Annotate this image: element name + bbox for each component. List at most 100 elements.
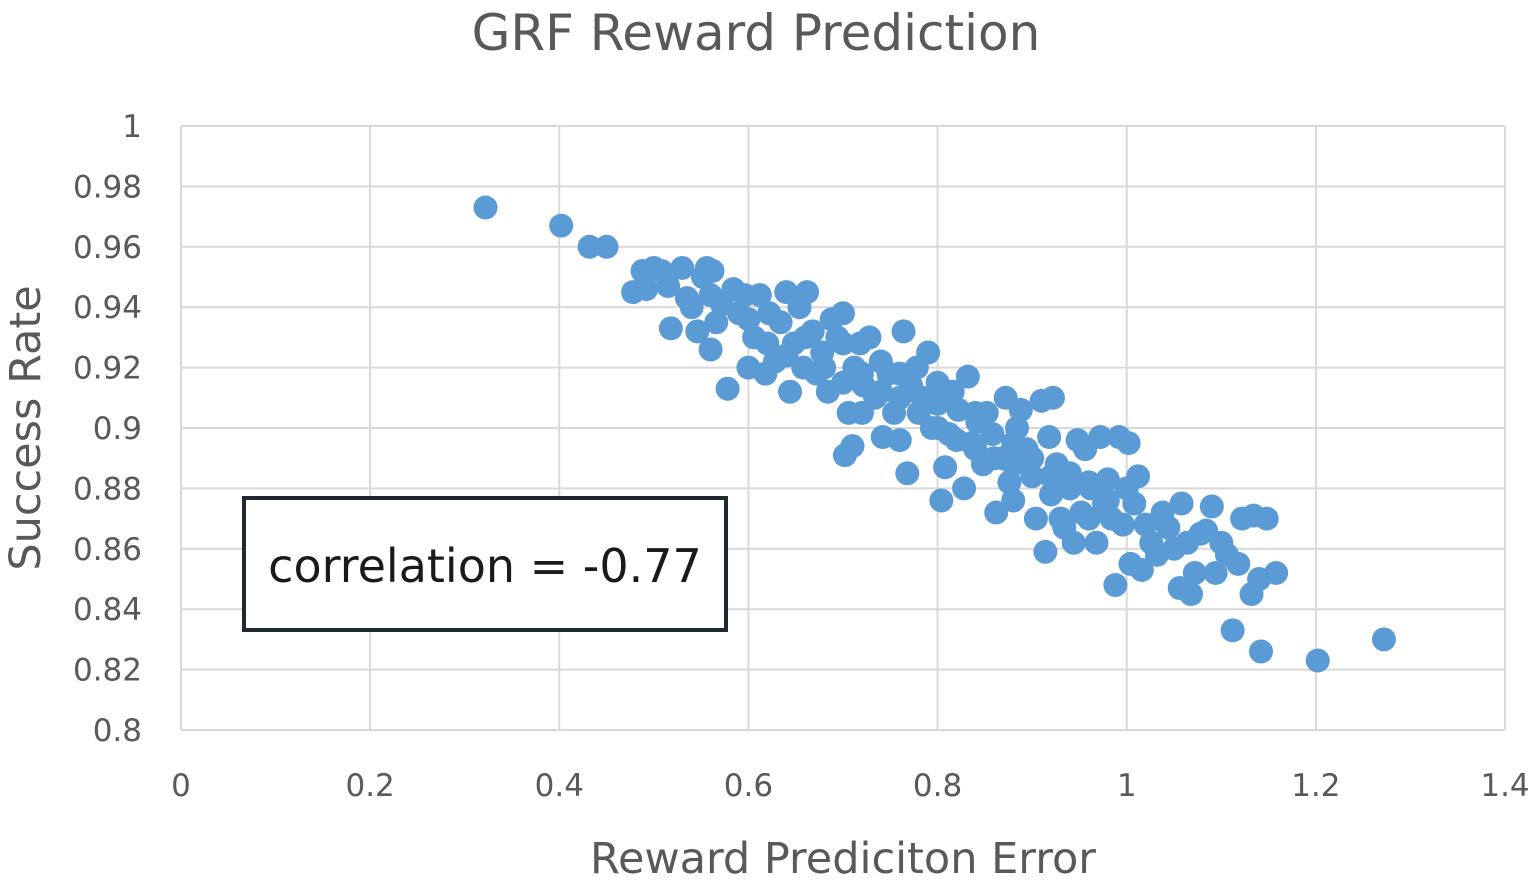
- data-point: [849, 400, 874, 425]
- data-point: [704, 310, 729, 335]
- data-point: [1095, 467, 1120, 492]
- data-point: [1226, 551, 1251, 576]
- x-axis-ticks: 0 0.2 0.4 0.6 0.8 1 1.2 1.4: [171, 768, 1530, 804]
- y-axis-ticks: 0.8 0.82 0.84 0.86 0.88 0.9 0.92 0.94 0.96 0.98 1: [73, 109, 142, 749]
- y-tick-label: 0.92: [73, 351, 142, 387]
- y-tick-label: 0.86: [73, 532, 142, 568]
- data-point: [955, 364, 980, 389]
- data-point: [857, 325, 882, 350]
- data-point: [634, 277, 659, 302]
- data-point: [594, 234, 619, 259]
- data-point: [778, 379, 803, 404]
- data-point: [1076, 506, 1101, 531]
- data-point: [1084, 530, 1109, 555]
- data-point: [1001, 452, 1026, 477]
- data-point: [1061, 530, 1086, 555]
- data-point: [658, 316, 683, 341]
- data-point: [887, 385, 912, 410]
- y-tick-label: 0.94: [73, 290, 142, 326]
- data-point: [1040, 385, 1065, 410]
- data-point: [747, 283, 772, 308]
- x-tick-label: 0: [171, 768, 191, 804]
- data-point: [984, 500, 1009, 525]
- data-point: [473, 195, 498, 220]
- x-tick-label: 0.8: [913, 768, 962, 804]
- data-point: [1203, 560, 1228, 585]
- data-point: [840, 434, 865, 459]
- data-point: [963, 437, 988, 462]
- data-point: [685, 319, 710, 344]
- data-point: [868, 379, 893, 404]
- data-point: [1264, 560, 1289, 585]
- data-point: [1103, 573, 1128, 598]
- data-point: [849, 361, 874, 386]
- data-point: [1182, 560, 1207, 585]
- data-point: [1129, 557, 1154, 582]
- data-point: [793, 325, 818, 350]
- data-point: [698, 337, 723, 362]
- x-tick-label: 1: [1117, 768, 1137, 804]
- data-point: [698, 283, 723, 308]
- data-point: [1371, 627, 1396, 652]
- data-point: [1254, 506, 1279, 531]
- data-point: [1249, 639, 1274, 664]
- data-point: [795, 280, 820, 305]
- data-point: [963, 400, 988, 425]
- x-tick-label: 0.4: [535, 768, 584, 804]
- data-point: [831, 331, 855, 356]
- data-point: [831, 301, 855, 326]
- data-point: [916, 340, 941, 365]
- data-point: [715, 376, 740, 401]
- x-tick-label: 1.4: [1480, 768, 1529, 804]
- data-point: [1033, 539, 1058, 564]
- data-point: [1220, 618, 1245, 643]
- data-point: [1076, 470, 1101, 495]
- data-point: [1057, 476, 1082, 501]
- data-point: [1001, 488, 1026, 513]
- x-axis-label: Reward Prediciton Error: [590, 834, 1096, 884]
- data-point: [1001, 431, 1026, 456]
- y-tick-label: 1: [122, 109, 142, 145]
- data-point: [1039, 482, 1064, 507]
- data-point: [1133, 512, 1158, 537]
- data-point: [1126, 464, 1151, 489]
- data-point: [1008, 397, 1033, 422]
- data-point: [1110, 512, 1135, 537]
- data-point: [1020, 446, 1045, 471]
- data-point: [831, 370, 855, 395]
- data-point: [1088, 425, 1113, 450]
- data-point: [549, 213, 574, 238]
- data-point: [1156, 515, 1181, 540]
- data-point: [906, 400, 931, 425]
- x-tick-label: 0.6: [724, 768, 773, 804]
- data-point: [1116, 431, 1141, 456]
- data-point: [812, 355, 837, 380]
- data-point: [1095, 488, 1120, 513]
- data-point: [1122, 491, 1147, 516]
- data-point: [656, 274, 681, 299]
- data-point: [1169, 491, 1194, 516]
- y-tick-label: 0.9: [93, 411, 142, 447]
- data-point: [895, 461, 920, 486]
- data-point: [670, 255, 695, 280]
- y-tick-label: 0.96: [73, 230, 142, 266]
- data-point: [736, 307, 761, 332]
- correlation-annotation: correlation = -0.77: [242, 496, 728, 632]
- data-point: [982, 446, 1007, 471]
- x-tick-label: 1.2: [1291, 768, 1340, 804]
- data-point: [933, 455, 958, 480]
- gridlines: [180, 125, 1506, 731]
- data-points: [473, 195, 1396, 673]
- x-tick-label: 0.2: [345, 768, 394, 804]
- data-point: [1037, 425, 1062, 450]
- y-tick-label: 0.84: [73, 592, 142, 628]
- annotation-box: [242, 496, 728, 632]
- data-point: [1020, 464, 1045, 489]
- data-point: [1023, 506, 1048, 531]
- data-point: [577, 234, 602, 259]
- data-point: [952, 476, 977, 501]
- data-point: [774, 343, 799, 368]
- data-point: [1305, 648, 1330, 673]
- data-point: [887, 361, 912, 386]
